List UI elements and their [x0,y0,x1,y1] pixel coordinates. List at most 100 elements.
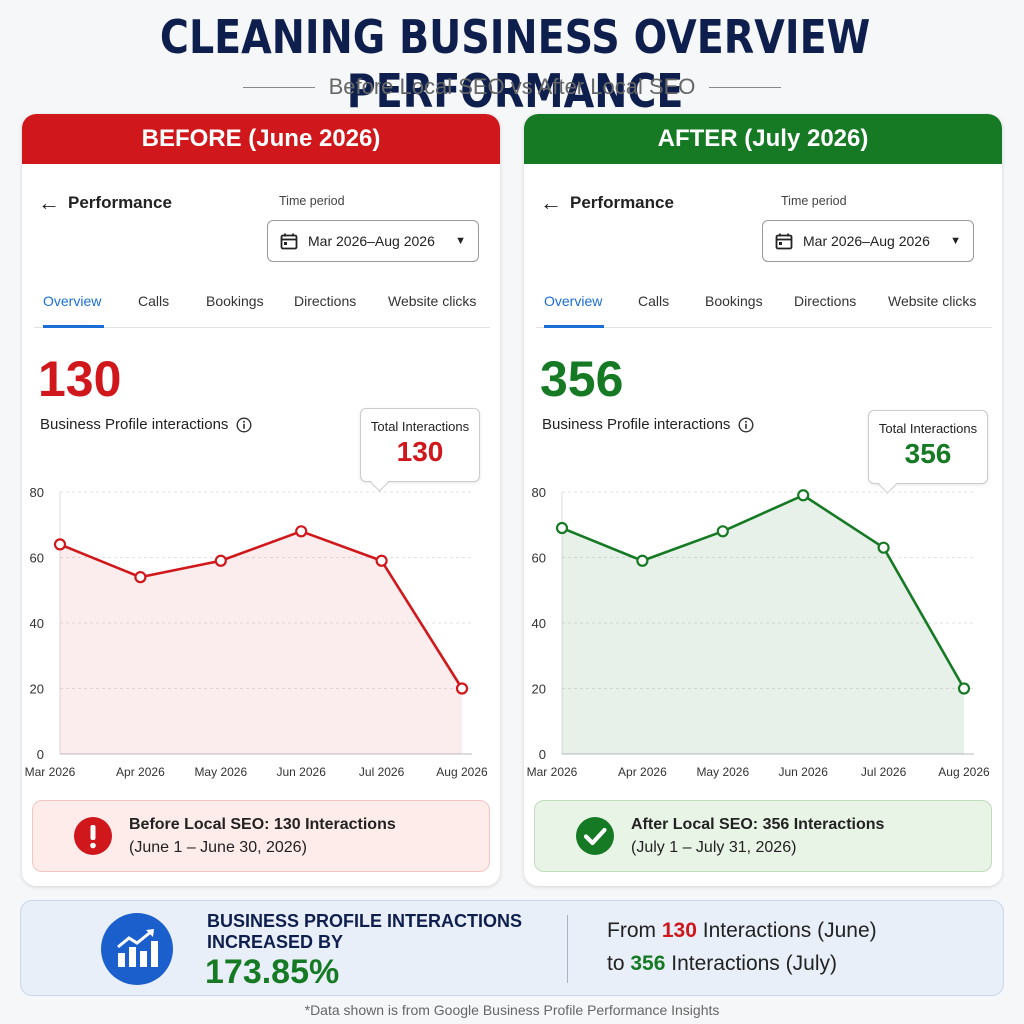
from-value: 130 [661,919,697,942]
subtitle-divider-left [242,86,315,88]
y-tick-label: 0 [37,747,44,762]
summary-title: Before Local SEO: 130 Interactions [129,815,396,833]
to-suffix: Interactions (July) [671,952,837,975]
data-point [214,554,227,567]
growth-summary: BUSINESS PROFILE INTERACTIONS INCREASED … [20,900,1004,996]
time-period-label: Time period [781,194,847,208]
tooltip-value: 130 [396,436,444,467]
y-tick-label: 80 [532,485,546,500]
y-tick-label: 80 [30,485,44,500]
summary-dates: (July 1 – July 31, 2026) [631,838,797,856]
subtitle-row: Before Local SEO vs After Local SEO [0,72,1024,102]
series-area [60,531,462,754]
info-icon[interactable] [236,416,252,433]
subtitle-divider-right [709,86,782,88]
performance-header: ← Performance [540,190,674,216]
tab-directions[interactable]: Directions [794,293,857,309]
back-arrow-icon[interactable]: ← [540,190,562,215]
performance-header: ← Performance [38,190,172,216]
y-tick-label: 0 [539,747,546,762]
x-tick-label: May 2026 [696,765,749,779]
time-period-dropdown[interactable]: Mar 2026–Aug 2026 ▼ [762,220,974,262]
series-line [59,529,464,690]
y-tick-label: 60 [532,551,546,566]
data-point [53,538,67,551]
calendar-icon [280,233,298,249]
before-interactions-chart: 0 20 40 60 80 Mar 2026 Apr 2026 May 2026 Jun 202… [25,485,488,779]
to-line: to 356 Interactions (July) [607,952,837,976]
x-tick-label: Mar 2026 [527,765,578,779]
y-tick-label: 60 [30,551,44,566]
x-tick-label: Apr 2026 [116,765,165,779]
growth-percent: 173.85% [205,953,340,991]
active-tab-indicator [544,325,604,328]
data-point [375,554,388,567]
to-value: 356 [630,952,666,975]
performance-title: Performance [68,193,172,212]
page-subtitle: Before Local SEO vs After Local SEO [328,74,696,99]
x-tick-label: Jun 2026 [277,765,327,779]
active-tab-indicator [43,325,104,328]
divider [567,915,568,983]
tab-directions[interactable]: Directions [294,293,357,309]
before-banner: BEFORE (June 2026) [22,114,500,164]
time-period-value: Mar 2026–Aug 2026 [308,233,435,249]
tooltip-label: Total Interactions [370,419,470,434]
tab-bookings[interactable]: Bookings [705,293,763,309]
tab-bar: Overview Calls Bookings Directions Websi… [34,286,490,328]
calendar-icon [775,233,793,249]
total-interactions-value: 130 [38,351,122,407]
tab-bookings[interactable]: Bookings [206,293,264,309]
metric-label-row: Business Profile interactions [542,416,754,433]
tooltip-value: 356 [904,438,952,469]
before-panel: BEFORE (June 2026) ← Performance Time pe… [22,114,500,886]
from-line: From 130 Interactions (June) [607,919,877,943]
page-title: CLEANING BUSINESS OVERVIEW PERFORMANCE [159,10,871,118]
after-interactions-chart: 0 20 40 60 80 Mar 2026 Apr 2026 May 2026 Jun 202… [527,485,990,779]
tab-overview[interactable]: Overview [544,293,603,309]
x-tick-label: Apr 2026 [618,765,667,779]
metric-label: Business Profile interactions [542,416,731,433]
tab-calls[interactable]: Calls [138,293,170,309]
tab-calls[interactable]: Calls [638,293,670,309]
from-prefix: From [607,919,656,942]
data-point [555,521,569,535]
info-icon[interactable] [738,416,754,433]
data-point [957,682,971,695]
tab-website-clicks[interactable]: Website clicks [888,293,977,309]
data-point [877,541,890,554]
chevron-down-icon: ▼ [950,235,961,247]
metric-label: Business Profile interactions [40,416,229,433]
series-line [561,493,966,690]
alert-icon [74,817,112,855]
x-tick-label: May 2026 [194,765,247,779]
data-point [797,489,810,502]
growth-headline: BUSINESS PROFILE INTERACTIONS INCREASED … [207,911,523,952]
back-arrow-icon[interactable]: ← [38,190,60,215]
metric-label-row: Business Profile interactions [40,416,252,433]
total-interactions-value: 356 [540,351,624,407]
tab-bar: Overview Calls Bookings Directions Websi… [536,286,992,328]
tab-website-clicks[interactable]: Website clicks [388,293,477,309]
data-point [636,554,649,567]
data-point [295,525,308,538]
after-panel: AFTER (July 2026) ← Performance Time per… [524,114,1002,886]
time-period-dropdown[interactable]: Mar 2026–Aug 2026 ▼ [267,220,479,262]
x-tick-label: Mar 2026 [25,765,76,779]
check-circle-icon [576,817,614,855]
x-tick-label: Jun 2026 [779,765,829,779]
tooltip-label: Total Interactions [878,421,978,436]
y-tick-label: 40 [30,616,44,631]
from-suffix: Interactions (June) [702,919,877,942]
y-tick-label: 20 [30,682,44,697]
time-period-value: Mar 2026–Aug 2026 [803,233,930,249]
summary-dates: (June 1 – June 30, 2026) [129,838,307,856]
tab-overview[interactable]: Overview [43,293,102,309]
series-area [562,495,964,754]
data-point [716,525,729,538]
x-tick-label: Aug 2026 [938,765,990,779]
summary-title: After Local SEO: 356 Interactions [631,815,885,833]
footnote: *Data shown is from Google Business Prof… [304,1002,720,1018]
data-point [455,682,469,695]
y-tick-label: 40 [532,616,546,631]
